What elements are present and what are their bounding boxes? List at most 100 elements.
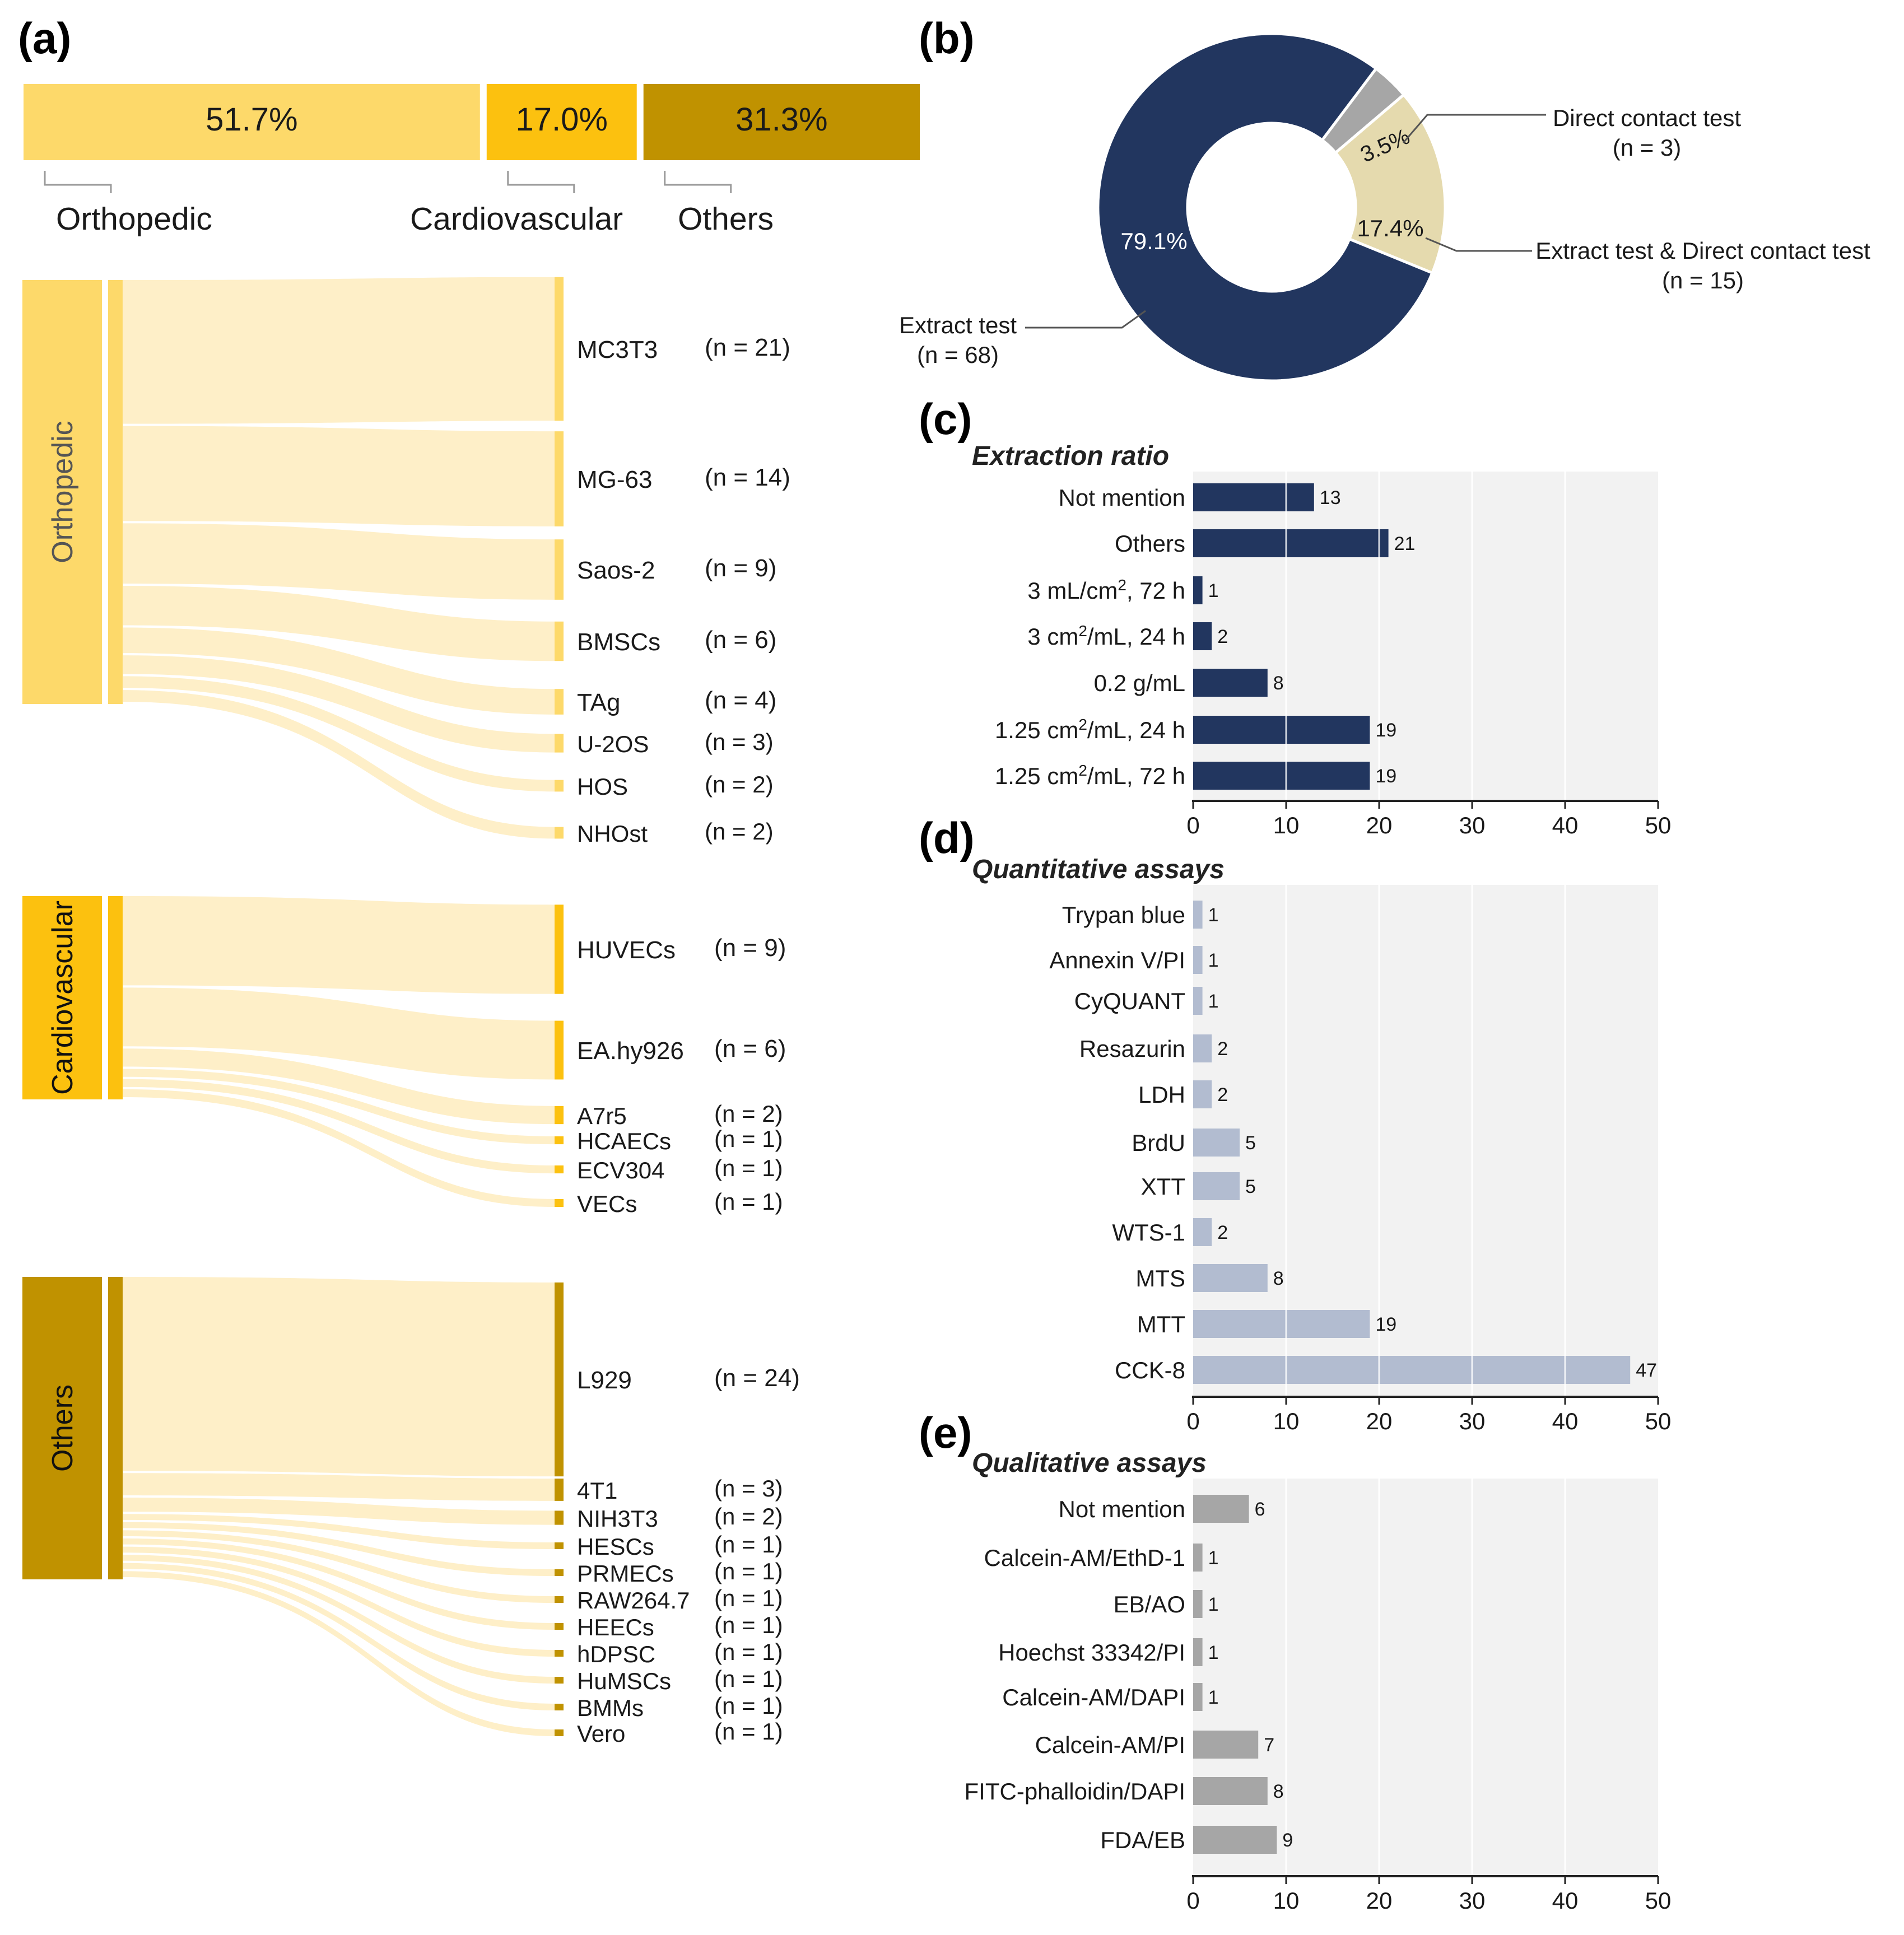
y-category-label: Not mention <box>1059 1496 1185 1522</box>
y-category-label: 3 cm2/mL, 24 h <box>1027 622 1185 650</box>
bar-value-label: 2 <box>1217 1084 1228 1106</box>
sankey-flow <box>123 1048 555 1125</box>
sankey-flow <box>123 1498 555 1525</box>
bar-value-label: 19 <box>1375 720 1396 741</box>
category-superscript: 2 <box>1118 576 1126 594</box>
y-category-label: Annexin V/PI <box>1049 947 1185 973</box>
category-superscript: 2 <box>1078 716 1087 733</box>
bar-value-label: 1 <box>1208 1594 1219 1615</box>
y-category-label: 0.2 g/mL <box>1094 670 1185 696</box>
bar-value-label: 1 <box>1208 580 1219 602</box>
category-text: WTS-1 <box>1112 1219 1185 1246</box>
sankey-target-bar <box>555 1569 564 1576</box>
y-category-label: LDH <box>1138 1081 1185 1108</box>
category-text: Resazurin <box>1079 1036 1185 1062</box>
chart-title: Qualitative assays <box>972 1448 1207 1478</box>
donut-slice <box>1333 92 1447 275</box>
bar <box>1193 1731 1259 1759</box>
bar-value-label: 1 <box>1208 1642 1219 1663</box>
y-category-label: Calcein-AM/EthD-1 <box>984 1545 1185 1571</box>
bar-value-label: 8 <box>1273 673 1284 694</box>
sankey-target-bar <box>555 1510 564 1525</box>
bar-value-label: 9 <box>1282 1830 1293 1851</box>
test-type-donut: 79.1%3.5%17.4%Extract test(n = 68)Direct… <box>899 32 1870 383</box>
sankey-target-bar <box>555 780 564 792</box>
sankey-source-bar <box>108 1277 123 1579</box>
bar <box>1193 1172 1240 1200</box>
category-text: Not mention <box>1059 484 1185 511</box>
bar-value-label: 21 <box>1394 533 1416 554</box>
sankey-target-label: HESCs <box>577 1533 654 1560</box>
bar-value-label: 8 <box>1273 1268 1284 1289</box>
bar-value-label: 5 <box>1245 1176 1256 1197</box>
bar <box>1193 1777 1268 1805</box>
sankey-target-label: TAg <box>577 689 620 716</box>
sankey-target-count: (n = 1) <box>714 1692 783 1719</box>
sankey-flow <box>123 676 555 792</box>
sankey-target-count: (n = 24) <box>714 1364 800 1392</box>
y-category-label: FDA/EB <box>1100 1827 1185 1853</box>
bar-value-label: 1 <box>1208 950 1219 971</box>
panel-label-e: (e) <box>919 1408 972 1457</box>
y-category-label: Others <box>1115 530 1185 557</box>
sankey-target-bar <box>555 431 564 526</box>
category-bracket <box>44 171 112 193</box>
y-category-label: FITC-phalloidin/DAPI <box>965 1778 1185 1805</box>
share-bar-value-label: 17.0% <box>516 101 608 138</box>
panel-label-c: (c) <box>919 394 972 444</box>
sankey-source-bar <box>108 280 123 704</box>
category-label: Others <box>678 201 774 237</box>
bar <box>1193 901 1203 929</box>
bar-value-label: 1 <box>1208 991 1219 1012</box>
sankey-target-bar <box>555 1199 564 1207</box>
donut-category-label: Direct contact test <box>1553 105 1741 131</box>
sankey-flow <box>123 1277 555 1477</box>
category-text: 1.25 cm <box>995 763 1078 789</box>
sankey-target-count: (n = 6) <box>705 626 776 654</box>
sankey-target-count: (n = 3) <box>705 729 774 755</box>
sankey-flow <box>123 1069 555 1145</box>
sankey-target-count: (n = 14) <box>705 464 790 491</box>
category-text: 3 cm <box>1027 623 1078 650</box>
bar <box>1193 1129 1240 1157</box>
sankey-flow <box>123 896 555 994</box>
donut-leader-line <box>1025 310 1146 329</box>
y-category-label: 1.25 cm2/mL, 72 h <box>995 762 1185 790</box>
x-tick-label: 0 <box>1186 1408 1199 1434</box>
sankey-target-label: U-2OS <box>577 731 649 757</box>
sankey-target-count: (n = 6) <box>714 1035 786 1062</box>
sankey-target-label: ECV304 <box>577 1157 664 1183</box>
panel-label-b: (b) <box>919 13 975 63</box>
y-category-label: WTS-1 <box>1112 1219 1185 1246</box>
sankey-target-count: (n = 1) <box>714 1612 783 1638</box>
sankey-source-label: Others <box>46 1384 79 1472</box>
sankey-target-bar <box>555 1596 564 1603</box>
donut-slice <box>1096 32 1435 383</box>
category-text: Hoechst 33342/PI <box>998 1639 1185 1666</box>
y-category-label: Trypan blue <box>1062 902 1185 928</box>
sankey-target-label: HEECs <box>577 1614 654 1640</box>
bar <box>1193 946 1203 974</box>
sankey-flow <box>123 987 555 1080</box>
sankey-flow <box>123 426 555 526</box>
sankey-target-count: (n = 1) <box>714 1666 783 1692</box>
extraction-ratio-chart: Extraction ratio 0 10 20 30 40 50 13 Not mention… <box>972 441 1671 838</box>
category-text: FITC-phalloidin/DAPI <box>965 1778 1185 1805</box>
sankey-target-label: hDPSC <box>577 1641 655 1667</box>
x-tick-label: 30 <box>1459 1408 1486 1434</box>
sankey-target-bar <box>555 1542 564 1549</box>
sankey-flow <box>123 1079 555 1174</box>
bar <box>1193 483 1314 511</box>
sankey-target-count: (n = 2) <box>714 1101 783 1127</box>
category-text: CCK-8 <box>1115 1357 1185 1383</box>
y-category-label: BrdU <box>1132 1130 1185 1156</box>
sankey-target-label: MG-63 <box>577 466 652 493</box>
stacked-percentage-bar: 51.7% Orthopedic 17.0% Cardiovascular 31.3% O… <box>24 84 920 237</box>
category-bracket <box>507 171 575 193</box>
y-category-label: Hoechst 33342/PI <box>998 1639 1185 1666</box>
x-tick-label: 40 <box>1552 812 1579 838</box>
bar-value-label: 19 <box>1375 1314 1396 1335</box>
category-text: EB/AO <box>1114 1591 1185 1617</box>
bar <box>1193 716 1370 744</box>
bar <box>1193 1544 1203 1572</box>
